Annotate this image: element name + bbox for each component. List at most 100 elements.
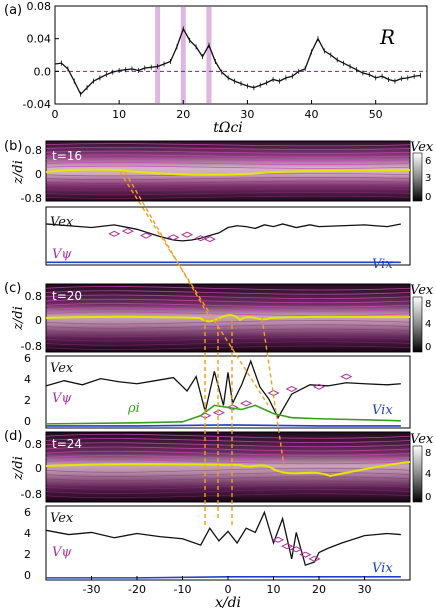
panel-d-field-lines — [45, 433, 411, 499]
vpsi-marker — [212, 409, 226, 416]
field-line — [45, 294, 411, 299]
panel-d-colorbar-label: Vex — [410, 432, 434, 447]
field-line — [45, 298, 411, 304]
panel-c-colorbar — [412, 296, 423, 353]
panel-c-lower: 6 4 2 0 Vex Vψ ρi Vix — [24, 352, 411, 429]
field-line — [45, 328, 411, 333]
panel-c-colorbar-label: Vex — [410, 283, 434, 298]
panel-b-colorbar — [412, 152, 423, 202]
x-tick-label: 50 — [369, 108, 383, 121]
field-line — [45, 154, 411, 158]
panel-b-colorbar-label: Vex — [410, 140, 434, 155]
field-line — [45, 324, 411, 329]
field-line — [45, 146, 411, 151]
field-line — [45, 341, 411, 346]
panel-b-lower-series — [45, 223, 402, 264]
field-line — [45, 480, 411, 486]
vpsi-marker — [240, 400, 253, 407]
x-tick-label: -20 — [128, 583, 146, 596]
panel-label-b: (b) — [4, 139, 22, 154]
panel-d-ytick-0: 0.8 — [25, 438, 43, 451]
field-line — [45, 303, 411, 308]
vpsi-marker — [121, 228, 135, 235]
panel-c-legend-vex: Vex — [50, 361, 74, 376]
panel-b-legend-vex: Vex — [50, 215, 74, 230]
panel-d-cbar-tick-2: 0 — [425, 492, 431, 503]
field-line — [45, 307, 411, 312]
field-line — [45, 150, 411, 154]
field-line — [45, 161, 411, 166]
vpsi-marker — [299, 551, 312, 558]
panel-d-ytick-2: -0.8 — [21, 488, 42, 501]
y-tick-label: 0.08 — [27, 0, 52, 13]
r-series-line — [54, 27, 421, 96]
highlight-band — [206, 7, 212, 103]
field-line — [45, 493, 411, 499]
panel-d-x-ticks: -30 -20 -10 0 10 20 30 — [83, 576, 372, 596]
vpsi-marker — [290, 546, 303, 553]
highlight-band — [180, 7, 186, 103]
panel-d-lower-ytick-0: 0 — [24, 569, 31, 582]
panel-d-lower-frame — [45, 505, 411, 581]
x-tick-label: 30 — [358, 583, 372, 596]
field-line — [45, 188, 411, 192]
panel-c-cbar-tick-1: 4 — [425, 319, 431, 330]
panel-b-current-sheet — [45, 168, 411, 176]
panel-d-lower-ytick-2: 2 — [24, 548, 31, 561]
vpsi-marker — [203, 236, 216, 243]
field-line — [45, 345, 411, 350]
field-line — [45, 489, 411, 494]
panel-b-ytick-0: 0.8 — [25, 144, 43, 157]
field-line — [45, 433, 411, 439]
vpsi-marker — [167, 234, 180, 241]
panel-a: (a) -0.04 0.0 0.04 0.08 0 10 20 30 40 50 R tΩci — [4, 0, 428, 136]
field-line — [45, 438, 411, 443]
panel-b-legend-vix: Vix — [372, 257, 393, 272]
panel-b-ytick-1: 0 — [35, 168, 42, 181]
panel-d-lower-ytick-6: 6 — [24, 506, 31, 519]
vpsi-marker — [226, 404, 239, 411]
vpsi-marker — [285, 385, 298, 392]
panel-label-d: (d) — [4, 429, 22, 444]
field-line — [45, 184, 411, 188]
r-series — [54, 26, 421, 97]
panel-d-ytick-1: 0 — [35, 462, 42, 475]
vix-line — [46, 424, 401, 427]
panel-d-cbar-tick-0: 8 — [425, 448, 431, 459]
field-line — [45, 472, 411, 477]
panel-a-x-ticks: 0 10 20 30 40 50 — [52, 100, 383, 121]
y-tick-label: 0.04 — [27, 33, 52, 46]
rho-line — [45, 404, 401, 425]
panel-d-cbar-tick-1: 4 — [425, 469, 431, 480]
panel-c-lower-ytick-4: 4 — [24, 373, 31, 386]
panel-c-cbar-tick-2: 0 — [425, 342, 431, 353]
panel-c-current-sheet — [45, 314, 411, 323]
panel-a-title: R — [379, 25, 395, 49]
panel-c-lower-series — [45, 359, 401, 427]
panel-c-legend-vix: Vix — [372, 403, 393, 418]
connector-line — [124, 171, 211, 319]
panel-b-ytick-2: -0.8 — [21, 192, 42, 205]
field-line — [45, 158, 411, 162]
vpsi-marker — [281, 543, 294, 550]
panel-d-lower-ytick-4: 4 — [24, 527, 31, 540]
field-line — [45, 191, 411, 196]
panel-c-ytick-2: -0.8 — [21, 340, 42, 353]
panel-b-cbar-tick-0: 6 — [425, 156, 431, 167]
x-tick-label: 0 — [225, 583, 232, 596]
highlight-bands — [155, 7, 212, 103]
x-tick-label: 40 — [305, 108, 319, 121]
field-line — [45, 459, 411, 465]
panel-d-legend-vpsi: Vψ — [52, 545, 72, 560]
panel-c: (c) t=20 z/di 0.8 0 -0.8 Vex 8 4 0 — [4, 281, 434, 353]
tracking-connectors — [119, 171, 285, 528]
y-tick-label: 0.0 — [34, 65, 52, 78]
vpsi-marker — [308, 555, 321, 562]
field-line — [45, 180, 411, 184]
vpsi-marker — [312, 383, 326, 390]
y-tick-label: -0.04 — [23, 98, 51, 111]
field-line — [45, 332, 411, 338]
vpsi-marker — [108, 230, 121, 237]
field-line — [45, 195, 411, 199]
